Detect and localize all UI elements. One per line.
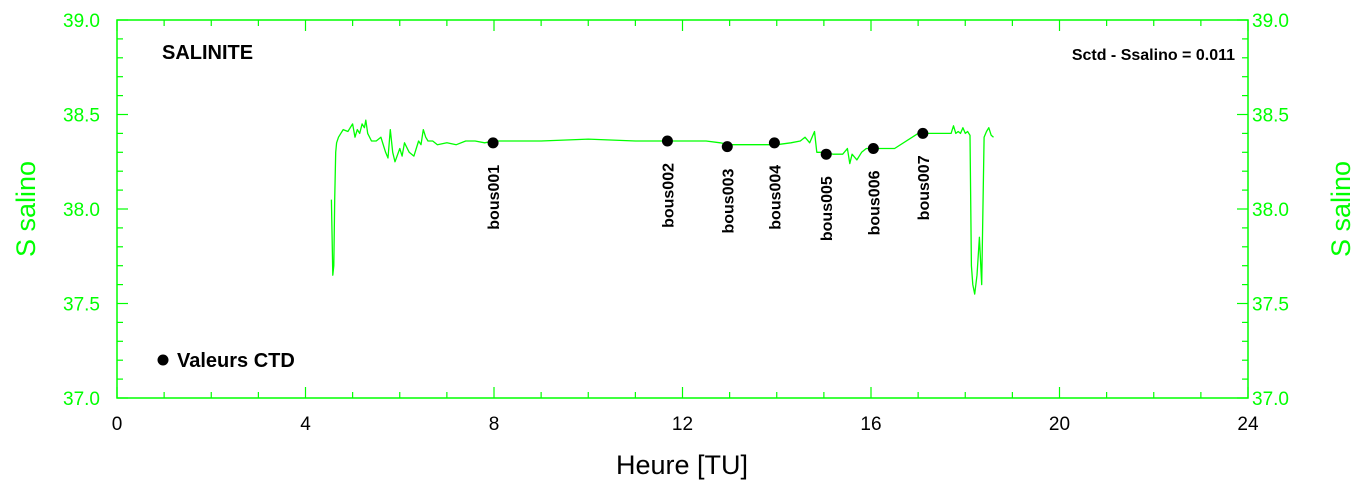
y-tick-label-right: 39.0 [1252,11,1289,32]
series-layer [330,119,994,295]
ctd-marker [867,143,879,155]
x-tick-label: 0 [112,414,123,435]
chart-title: SALINITE [162,42,253,64]
x-axis-ticks [116,20,1249,398]
ctd-marker-label: bous005 [819,176,836,241]
ctd-marker-label: bous007 [916,155,933,220]
ctd-marker [661,135,673,147]
plot-frame [116,19,1249,399]
x-axis-title: Heure [TU] [616,450,748,480]
y-tick-labels-right: 37.0 37.5 38.0 38.5 39.0 [1252,11,1289,410]
y-tick-label-right: 37.5 [1252,295,1289,316]
ctd-marker [721,141,733,153]
x-tick-label: 8 [489,414,500,435]
y-tick-labels-left: 37.0 37.5 38.0 38.5 39.0 [63,11,100,410]
ctd-marker-label: bous002 [660,163,677,228]
y-tick-label-right: 38.5 [1252,106,1289,127]
legend-label: Valeurs CTD [177,350,295,372]
ctd-marker [768,137,780,149]
x-tick-label: 24 [1237,414,1259,435]
ctd-marker [820,148,832,160]
y-axis-ticks [117,19,1248,399]
ctd-marker-label: bous006 [866,170,883,235]
y-tick-label-left: 39.0 [63,11,100,32]
ctd-marker-label: bous001 [486,165,503,230]
ctd-marker-label: bous003 [720,169,737,234]
y-tick-label-left: 37.0 [63,389,100,410]
salinity-series-line [330,119,994,295]
ctd-marker [487,137,499,149]
ctd-marker [917,127,929,139]
x-tick-label: 16 [860,414,881,435]
x-tick-label: 4 [300,414,311,435]
y-tick-label-left: 37.5 [63,295,100,316]
y-tick-label-right: 37.0 [1252,389,1289,410]
y-axis-title-left: S salino [11,161,41,257]
y-tick-label-right: 38.0 [1252,200,1289,221]
x-tick-label: 20 [1049,414,1070,435]
ctd-marker-labels: bous001 bous002 bous003 bous004 bous005 bous0… [486,155,933,241]
ctd-marker-label: bous004 [767,165,784,230]
legend-marker [157,354,169,366]
x-tick-label: 12 [672,414,693,435]
y-axis-title-right: S salino [1326,161,1356,257]
x-tick-labels: 0 4 8 12 16 20 24 [112,414,1259,435]
difference-annotation: Sctd - Ssalino = 0.011 [1072,47,1235,64]
y-tick-label-left: 38.5 [63,106,100,127]
y-tick-label-left: 38.0 [63,200,100,221]
ctd-markers [487,127,929,160]
